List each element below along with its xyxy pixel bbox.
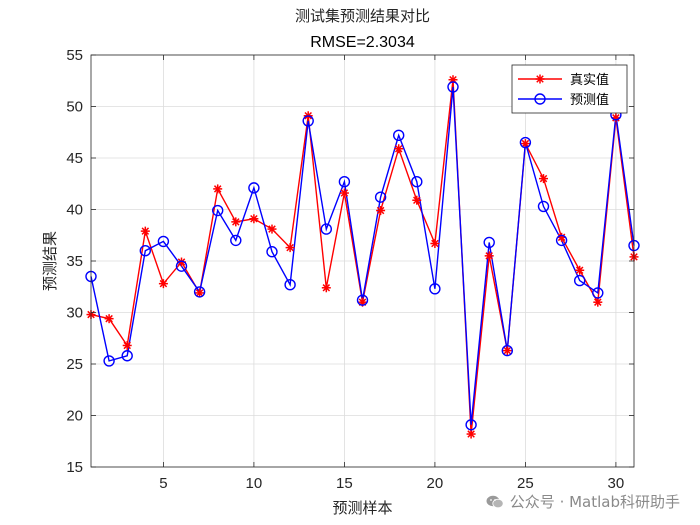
predicted-value-point xyxy=(393,129,405,142)
predicted-value-point xyxy=(121,350,133,362)
true-value-point xyxy=(285,243,295,253)
predicted-value-point xyxy=(537,200,550,213)
y-tick-label: 50 xyxy=(66,99,83,116)
chart-title: 测试集预测结果对比 xyxy=(295,7,430,25)
true-value-point xyxy=(158,279,168,289)
predicted-value-point xyxy=(519,136,532,149)
legend-box xyxy=(511,64,628,114)
predicted-value-point xyxy=(211,204,224,217)
x-tick-label: 30 xyxy=(608,475,625,492)
predicted-value-point xyxy=(266,246,278,258)
true-value-point xyxy=(195,288,205,298)
legend-label: 真实值 xyxy=(570,72,609,88)
legend-item: 预测值 xyxy=(518,92,609,108)
x-axis-label: 预测样本 xyxy=(332,499,392,517)
predicted-value-point xyxy=(157,235,170,248)
y-tick-label: 35 xyxy=(66,253,83,270)
true-value-point xyxy=(122,340,132,350)
predicted-value-point xyxy=(284,278,296,291)
predicted-value-point xyxy=(230,234,242,247)
axis-ticks xyxy=(91,54,634,468)
y-tick-label: 30 xyxy=(66,305,83,322)
predicted-value-point xyxy=(429,283,441,295)
y-tick-label: 45 xyxy=(66,150,83,167)
x-tick-label: 10 xyxy=(246,475,263,492)
true-value-point xyxy=(520,139,530,149)
watermark-text: 公众号 · Matlab科研助手 xyxy=(509,493,680,511)
true-value-point xyxy=(575,265,585,275)
true-value-point xyxy=(104,314,114,324)
y-tick-label: 20 xyxy=(66,408,83,425)
series-markers xyxy=(85,75,640,439)
x-tick-label: 5 xyxy=(159,475,167,492)
true-value-point xyxy=(502,346,512,356)
legend-item: 真实值 xyxy=(518,72,609,88)
predicted-value-point xyxy=(374,191,387,203)
true-value-point xyxy=(484,251,494,261)
true-value-point xyxy=(412,195,422,205)
true-value-point xyxy=(593,297,603,307)
true-value-point xyxy=(394,144,404,154)
predicted-value-point xyxy=(447,81,459,93)
predicted-value-point xyxy=(338,175,351,188)
wechat-icon xyxy=(486,495,504,509)
y-tick-label: 15 xyxy=(66,459,83,476)
predicted-value-point xyxy=(302,115,314,127)
true-value-point xyxy=(231,217,241,227)
predicted-value-point xyxy=(356,294,369,306)
predicted-value-point xyxy=(103,355,115,367)
predicted-value-point xyxy=(248,182,260,194)
legend-label: 预测值 xyxy=(570,92,609,108)
true-value-point xyxy=(267,224,277,234)
circle-marker-icon xyxy=(534,93,546,105)
true-value-point xyxy=(213,184,223,194)
x-tick-label: 15 xyxy=(336,475,353,492)
tick-labels: 5 10 15 20 25 30 15 20 25 30 35 40 45 50 55 xyxy=(66,47,624,492)
true-value-point xyxy=(430,238,440,248)
chart-subtitle: RMSE=2.3034 xyxy=(310,34,415,51)
y-tick-label: 55 xyxy=(66,47,83,64)
true-value-point xyxy=(321,283,331,293)
predicted-value-point xyxy=(193,286,206,298)
true-value-point xyxy=(466,429,476,439)
predicted-value-point xyxy=(320,223,332,235)
x-tick-label: 25 xyxy=(517,475,534,492)
true-value-point xyxy=(376,206,386,216)
watermark: 公众号 · Matlab科研助手 xyxy=(486,491,680,512)
true-value-point xyxy=(140,226,150,236)
predicted-value-point xyxy=(483,236,495,249)
predicted-value-point xyxy=(555,234,568,247)
asterisk-marker-icon xyxy=(535,74,545,84)
y-tick-label: 25 xyxy=(66,356,83,373)
true-value-point xyxy=(539,174,548,184)
predicted-value-point xyxy=(139,244,152,257)
predicted-value-point xyxy=(592,287,604,299)
true-value-point xyxy=(339,188,349,198)
predicted-value-point xyxy=(501,344,513,357)
predicted-value-point xyxy=(574,274,586,287)
predicted-value-point xyxy=(411,175,423,188)
y-axis-label: 预测结果 xyxy=(41,231,59,291)
y-tick-label: 40 xyxy=(66,202,83,219)
predicted-value-point xyxy=(175,260,188,272)
true-value-point xyxy=(249,214,259,224)
x-tick-label: 20 xyxy=(427,475,444,492)
predicted-value-point xyxy=(465,419,477,431)
